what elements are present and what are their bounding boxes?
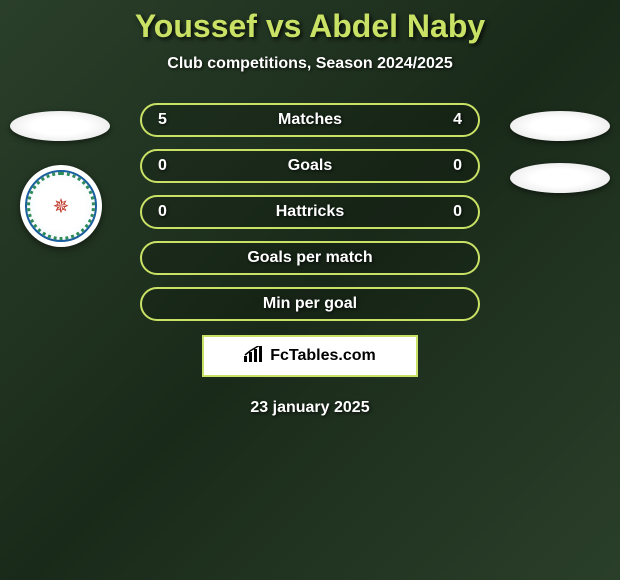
club-badge-inner: ✵ (25, 170, 97, 242)
stat-right-value: 0 (442, 157, 462, 175)
player-right-placeholder-1 (510, 111, 610, 141)
comparison-area: ✵ 5Matches40Goals00Hattricks0Goals per m… (0, 103, 620, 417)
stat-bar-matches: 5Matches4 (140, 103, 480, 137)
page-title: Youssef vs Abdel Naby (0, 8, 620, 45)
chart-icon (244, 346, 264, 367)
stat-label: Min per goal (178, 295, 442, 313)
stat-right-value: 4 (442, 111, 462, 129)
stat-label: Goals per match (178, 249, 442, 267)
fctables-logo[interactable]: FcTables.com (202, 335, 418, 377)
stat-left-value: 0 (158, 157, 178, 175)
stat-bar-hattricks: 0Hattricks0 (140, 195, 480, 229)
logo-text: FcTables.com (270, 347, 376, 365)
subtitle: Club competitions, Season 2024/2025 (0, 55, 620, 73)
stat-bar-min-per-goal: Min per goal (140, 287, 480, 321)
stat-bar-goals: 0Goals0 (140, 149, 480, 183)
stat-left-value: 0 (158, 203, 178, 221)
stat-label: Matches (178, 111, 442, 129)
stat-left-value: 5 (158, 111, 178, 129)
stat-right-value: 0 (442, 203, 462, 221)
club-badge: ✵ (20, 165, 102, 247)
date-text: 23 january 2025 (0, 399, 620, 417)
player-left-placeholder (10, 111, 110, 141)
player-right-placeholder-2 (510, 163, 610, 193)
stat-label: Hattricks (178, 203, 442, 221)
stat-label: Goals (178, 157, 442, 175)
stat-bar-goals-per-match: Goals per match (140, 241, 480, 275)
club-badge-ring (27, 172, 95, 240)
